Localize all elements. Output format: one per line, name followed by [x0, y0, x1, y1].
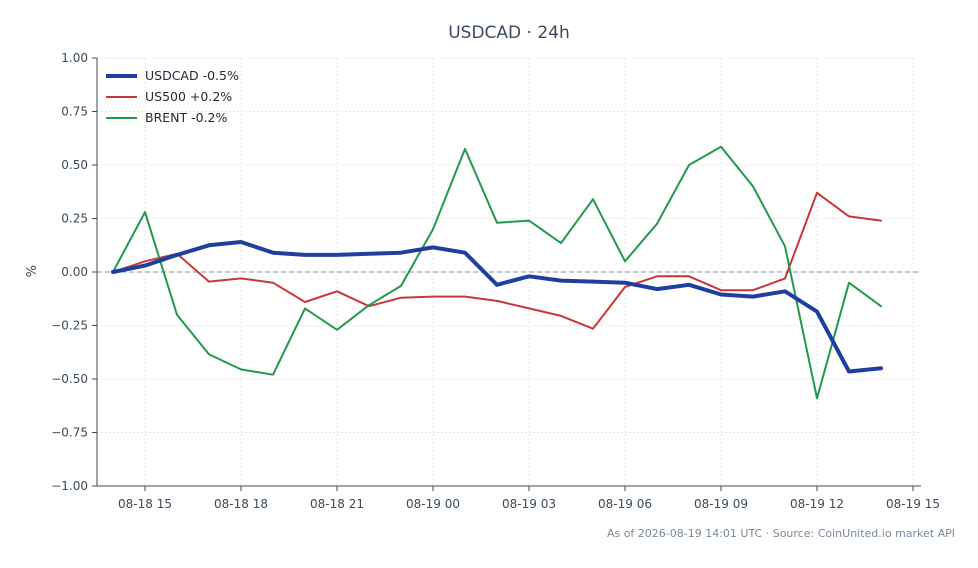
y-tick-label: −1.00: [51, 479, 88, 493]
y-tick-label: −0.75: [51, 426, 88, 440]
y-tick-labels: 1.00 0.75 0.50 0.25 0.00 −0.25 −0.50 −0.75 −1.00: [51, 51, 88, 493]
legend-label: USDCAD -0.5%: [145, 68, 239, 83]
y-tick-label: 0.25: [61, 212, 88, 226]
chart-title: USDCAD · 24h: [448, 23, 570, 43]
y-tick-label: 0.00: [61, 265, 88, 279]
x-tick-label: 08-19 15: [886, 497, 940, 511]
legend: USDCAD -0.5% US500 +0.2% BRENT -0.2%: [106, 68, 239, 125]
legend-label: US500 +0.2%: [145, 89, 232, 104]
x-tick-label: 08-19 03: [502, 497, 556, 511]
y-tick-label: 1.00: [61, 51, 88, 65]
y-tick-label: 0.75: [61, 105, 88, 119]
y-axis-label: %: [25, 265, 40, 277]
legend-label: BRENT -0.2%: [145, 110, 228, 125]
series-lines: [111, 145, 883, 400]
x-tick-labels: 08-18 15 08-18 18 08-18 21 08-19 00 08-19 03…: [118, 497, 940, 511]
x-tick-label: 08-18 18: [214, 497, 268, 511]
x-tick-label: 08-18 21: [310, 497, 364, 511]
y-tick-label: −0.50: [51, 372, 88, 386]
y-tick-label: 0.50: [61, 158, 88, 172]
series-line-us500: [112, 191, 882, 330]
source-footnote: As of 2026-08-19 14:01 UTC · Source: Coi…: [607, 527, 955, 540]
x-tick-label: 08-19 06: [598, 497, 652, 511]
y-tick-label: −0.25: [51, 319, 88, 333]
x-tick-label: 08-19 12: [790, 497, 844, 511]
series-line-brent: [112, 145, 882, 400]
axes: [92, 57, 921, 491]
x-tick-label: 08-18 15: [118, 497, 172, 511]
x-tick-label: 08-19 00: [406, 497, 460, 511]
x-tick-label: 08-19 09: [694, 497, 748, 511]
series-line-usdcad: [111, 240, 883, 374]
